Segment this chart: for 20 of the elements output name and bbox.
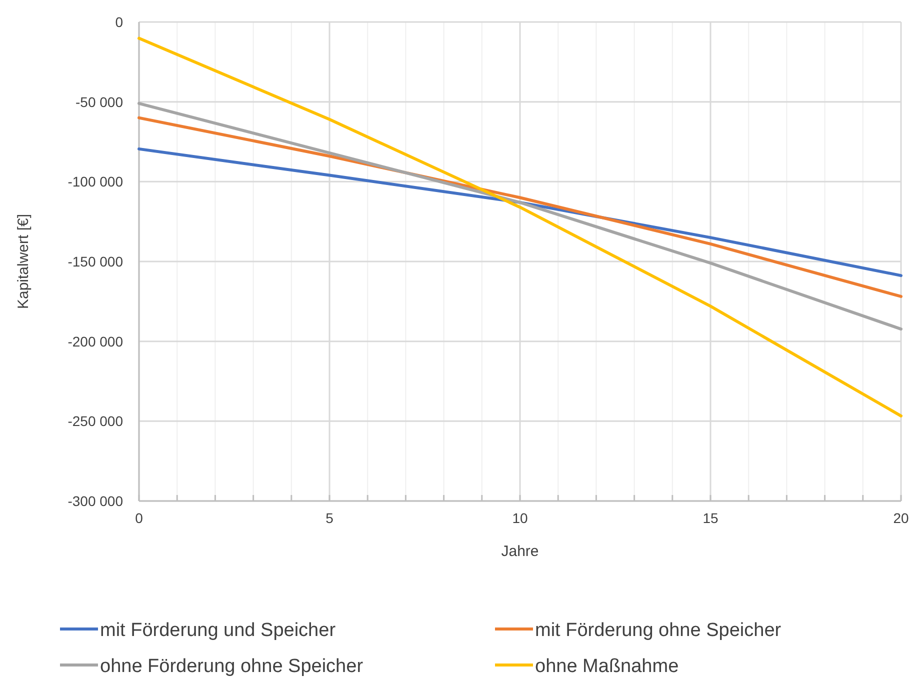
line-series <box>138 102 902 331</box>
y-axis-title: Kapitalwert [€] <box>15 214 32 310</box>
x-tick-label: 15 <box>702 510 718 526</box>
y-tick-label: -50 000 <box>76 94 124 110</box>
line-series <box>138 36 902 418</box>
y-tick-label: -150 000 <box>68 254 124 270</box>
y-tick-label: -300 000 <box>68 493 124 509</box>
x-tick-label: 10 <box>512 510 528 526</box>
legend-label: ohne Maßnahme <box>535 656 679 677</box>
x-axis-title: Jahre <box>501 543 539 560</box>
y-tick-label: -100 000 <box>68 174 124 190</box>
y-tick-label: -200 000 <box>68 333 124 350</box>
legend-label: mit Förderung und Speicher <box>100 620 336 641</box>
legend-label: ohne Förderung ohne Speicher <box>100 656 364 677</box>
y-tick-label: 0 <box>115 14 124 30</box>
x-tick-label: 20 <box>893 510 909 526</box>
y-tick-label: -250 000 <box>68 413 124 430</box>
x-tick-label: 5 <box>326 510 334 526</box>
x-tick-label: 0 <box>135 510 144 526</box>
legend-label: mit Förderung ohne Speicher <box>535 620 782 641</box>
